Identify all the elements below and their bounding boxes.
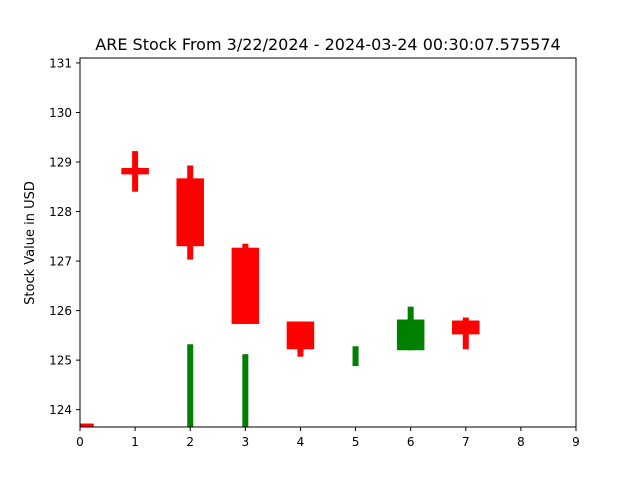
x-tick-label: 3: [242, 435, 250, 449]
candle-body: [231, 247, 260, 324]
candle-body: [176, 178, 204, 247]
x-tick-label: 6: [407, 435, 415, 449]
candle: [396, 306, 425, 351]
volume-bar: [242, 354, 249, 427]
candle-body: [396, 319, 425, 351]
x-tick-label: 1: [131, 435, 139, 449]
x-tick-label: 5: [352, 435, 360, 449]
y-axis-ticks: 124 125 126 127 128 129 130 131: [49, 56, 80, 417]
candle: [286, 321, 315, 357]
volume-bar: [352, 346, 359, 367]
plot-area: [80, 151, 480, 427]
x-axis-ticks: 0 1 2 3 4 5 6 7 8 9: [76, 427, 580, 449]
x-tick-label: 9: [572, 435, 580, 449]
x-tick-label: 4: [297, 435, 305, 449]
y-tick-label: 129: [49, 156, 72, 170]
candle: [452, 317, 480, 350]
x-tick-label: 0: [76, 435, 84, 449]
x-tick-label: 8: [517, 435, 525, 449]
candle: [176, 165, 204, 260]
plot-frame: [79, 57, 577, 428]
y-tick-label: 125: [49, 354, 72, 368]
y-tick-label: 124: [49, 403, 72, 417]
y-axis-label: Stock Value in USD: [23, 181, 38, 305]
candle: [80, 423, 94, 427]
candle-body: [80, 423, 94, 427]
candle-body: [452, 320, 480, 335]
y-tick-label: 126: [49, 304, 72, 318]
candle: [121, 151, 149, 192]
x-tick-label: 2: [186, 435, 194, 449]
candle-body: [286, 321, 315, 350]
candle: [231, 243, 260, 324]
y-tick-label: 127: [49, 255, 72, 269]
y-tick-label: 128: [49, 205, 72, 219]
candle-body: [121, 167, 149, 175]
volume-bar: [187, 344, 194, 427]
x-tick-label: 7: [462, 435, 470, 449]
chart-title: ARE Stock From 3/22/2024 - 2024-03-24 00…: [95, 35, 560, 54]
y-tick-label: 131: [49, 56, 72, 70]
y-tick-label: 130: [49, 106, 72, 120]
